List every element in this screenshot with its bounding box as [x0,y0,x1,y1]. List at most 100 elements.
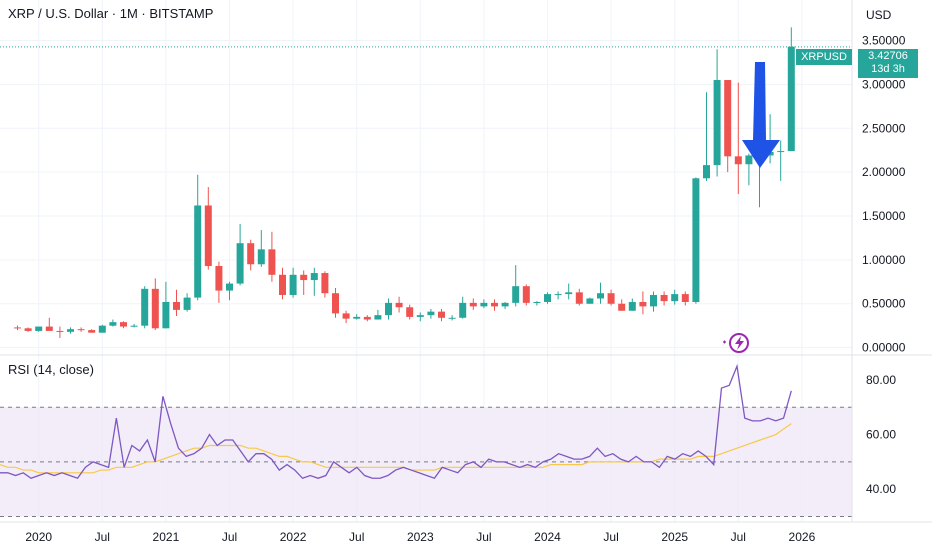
candle-body [734,156,742,165]
candle-body [650,294,657,307]
time-axis-label: 2022 [280,530,307,544]
candle-body [703,165,710,179]
candle-body [268,249,276,275]
candle-body [787,46,795,152]
price-axis-label: 3.50000 [862,34,906,48]
candle-body [459,302,467,318]
rsi-axis-label: 40.00 [866,482,896,496]
candle-body [363,316,371,320]
candle-body [310,273,318,281]
candle-body [24,328,32,331]
candle-body [533,301,541,303]
candle-body [618,303,626,311]
price-axis-label: 2.50000 [862,121,906,135]
candle-body [544,294,551,302]
candle-body [713,80,721,166]
candle-body [321,273,329,294]
time-axis-label: Jul [349,530,364,544]
candle-body [469,302,477,307]
candle-body [501,302,509,307]
currency-selector[interactable]: USD [866,8,892,22]
last-price-tag: 3.42706 13d 3h [858,49,918,78]
candle-body [14,327,21,329]
candle-body [438,311,445,318]
rsi-line [0,363,792,480]
candle-body [141,288,149,326]
price-axis-label: 1.00000 [862,253,906,267]
chart-title: XRP / U.S. Dollar · 1M · BITSTAMP [8,6,214,21]
rsi-title: RSI (14, close) [8,362,94,377]
time-axis-label: Jul [476,530,491,544]
candle-body [353,316,361,319]
time-axis-label: 2021 [153,530,180,544]
candle-body [522,286,530,303]
time-axis-label: 2026 [789,530,816,544]
rsi-series [0,363,792,480]
down-arrow-icon [742,62,780,168]
candle-body [289,274,297,295]
candle-body [491,302,498,307]
candle-body [204,205,212,267]
candle-body [88,330,96,333]
candle-body [173,301,180,310]
candle-body [332,293,339,314]
candle-body [777,151,785,153]
candle-body [162,301,170,329]
candle-body [35,326,43,331]
bar-countdown: 13d 3h [871,63,905,75]
candle-body [300,274,308,281]
candle-body [692,178,700,302]
time-axis-label: Jul [95,530,110,544]
candle-body [565,292,573,295]
rsi-axis-label: 80.00 [866,373,896,387]
candle-body [628,301,636,311]
candle-body [671,294,679,302]
price-axis-label: 0.00000 [862,341,906,355]
candle-body [586,298,594,304]
candle-body [98,325,106,333]
price-axis-label: 2.00000 [862,165,906,179]
lightning-badge-icon[interactable] [723,333,749,353]
candle-body [724,80,732,157]
time-axis-label: Jul [731,530,746,544]
candle-body [597,293,604,299]
candle-body [56,330,64,332]
candle-body [448,317,456,319]
candle-body [607,293,615,304]
price-axis-label: 0.50000 [862,297,906,311]
candle-body [247,243,255,265]
candle-body [385,302,392,316]
candle-body [575,292,583,304]
time-axis-label: 2024 [534,530,561,544]
time-axis-label: 2025 [661,530,688,544]
candle-body [120,322,127,327]
decorations [723,62,780,353]
candle-body [745,155,753,165]
candle-body [416,315,424,317]
rsi-axis-label: 60.00 [866,428,896,442]
candle-body [427,311,435,316]
candle-body [45,326,53,331]
time-axis-label: 2020 [25,530,52,544]
candle-body [554,294,562,296]
candle-body [109,322,117,326]
candle-body [660,294,668,302]
candle-body [215,266,223,291]
time-axis-label: 2023 [407,530,434,544]
symbol-tag: XRPUSD [796,49,852,65]
price-axis-label: 1.50000 [862,209,906,223]
candle-body [183,297,191,310]
last-price: 3.42706 [868,50,908,62]
rsi-ma-line [0,423,792,474]
rsi-bands [0,406,852,518]
candle-body [236,243,244,284]
candle-body [130,325,138,327]
candle-body [77,329,85,331]
candle-body [257,249,265,265]
candle-body [226,283,233,291]
candle-body [279,274,286,295]
candle-body [512,286,520,303]
candle-body [681,294,689,302]
